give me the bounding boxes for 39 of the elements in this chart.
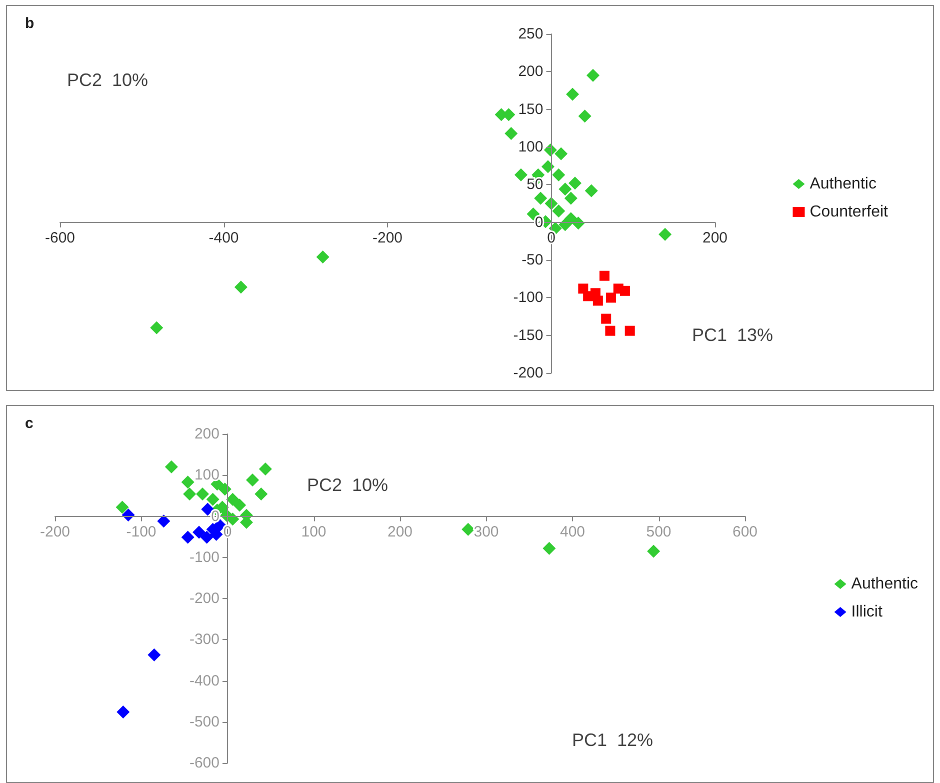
legend-label: Authentic bbox=[810, 176, 876, 192]
y-tick-label: -400 bbox=[189, 672, 220, 690]
chart-title: b bbox=[25, 15, 34, 32]
y-tick-label: -100 bbox=[189, 548, 220, 566]
x-axis-title: PC1 12% bbox=[572, 730, 654, 750]
y-tick-label: 250 bbox=[518, 26, 544, 42]
y-tick-label: 50 bbox=[526, 176, 544, 194]
legend-label: Authentic bbox=[851, 576, 918, 592]
y-tick-label: -200 bbox=[513, 364, 544, 382]
y-tick-label: -50 bbox=[522, 252, 544, 268]
x-axis-title: PC1 13% bbox=[692, 325, 774, 345]
x-tick-label: 100 bbox=[301, 523, 326, 540]
x-tick-label: 500 bbox=[646, 523, 672, 540]
y-tick-label: -100 bbox=[513, 289, 544, 306]
y-tick-label: 100 bbox=[518, 138, 544, 156]
y-axis-title: PC2 10% bbox=[67, 70, 148, 90]
x-tick-label: -600 bbox=[44, 229, 76, 246]
y-axis-title: PC2 10% bbox=[307, 475, 388, 495]
x-tick-label: -200 bbox=[372, 229, 403, 246]
legend-label: Counterfeit bbox=[810, 204, 889, 220]
chart-title: c bbox=[25, 415, 34, 432]
y-tick-label: 150 bbox=[518, 100, 544, 118]
y-tick-label: -500 bbox=[189, 713, 220, 730]
y-tick-label: 200 bbox=[194, 426, 220, 442]
y-tick-label: -150 bbox=[513, 326, 544, 344]
x-tick-label: 600 bbox=[732, 523, 758, 540]
legend-label: Illicit bbox=[851, 604, 883, 620]
y-tick-label: -300 bbox=[189, 631, 220, 648]
y-tick-label: -600 bbox=[189, 754, 220, 772]
x-tick-label: 400 bbox=[560, 523, 586, 540]
x-tick-label: -200 bbox=[40, 523, 70, 540]
x-tick-label: 200 bbox=[702, 229, 728, 246]
x-tick-label: 300 bbox=[474, 523, 499, 540]
x-tick-label: -400 bbox=[208, 229, 239, 246]
y-tick-label: 200 bbox=[518, 63, 544, 80]
y-tick-label: 100 bbox=[194, 466, 220, 484]
x-tick-label: -100 bbox=[126, 523, 156, 540]
x-tick-label: 200 bbox=[387, 523, 413, 540]
y-tick-label: -200 bbox=[189, 590, 220, 607]
